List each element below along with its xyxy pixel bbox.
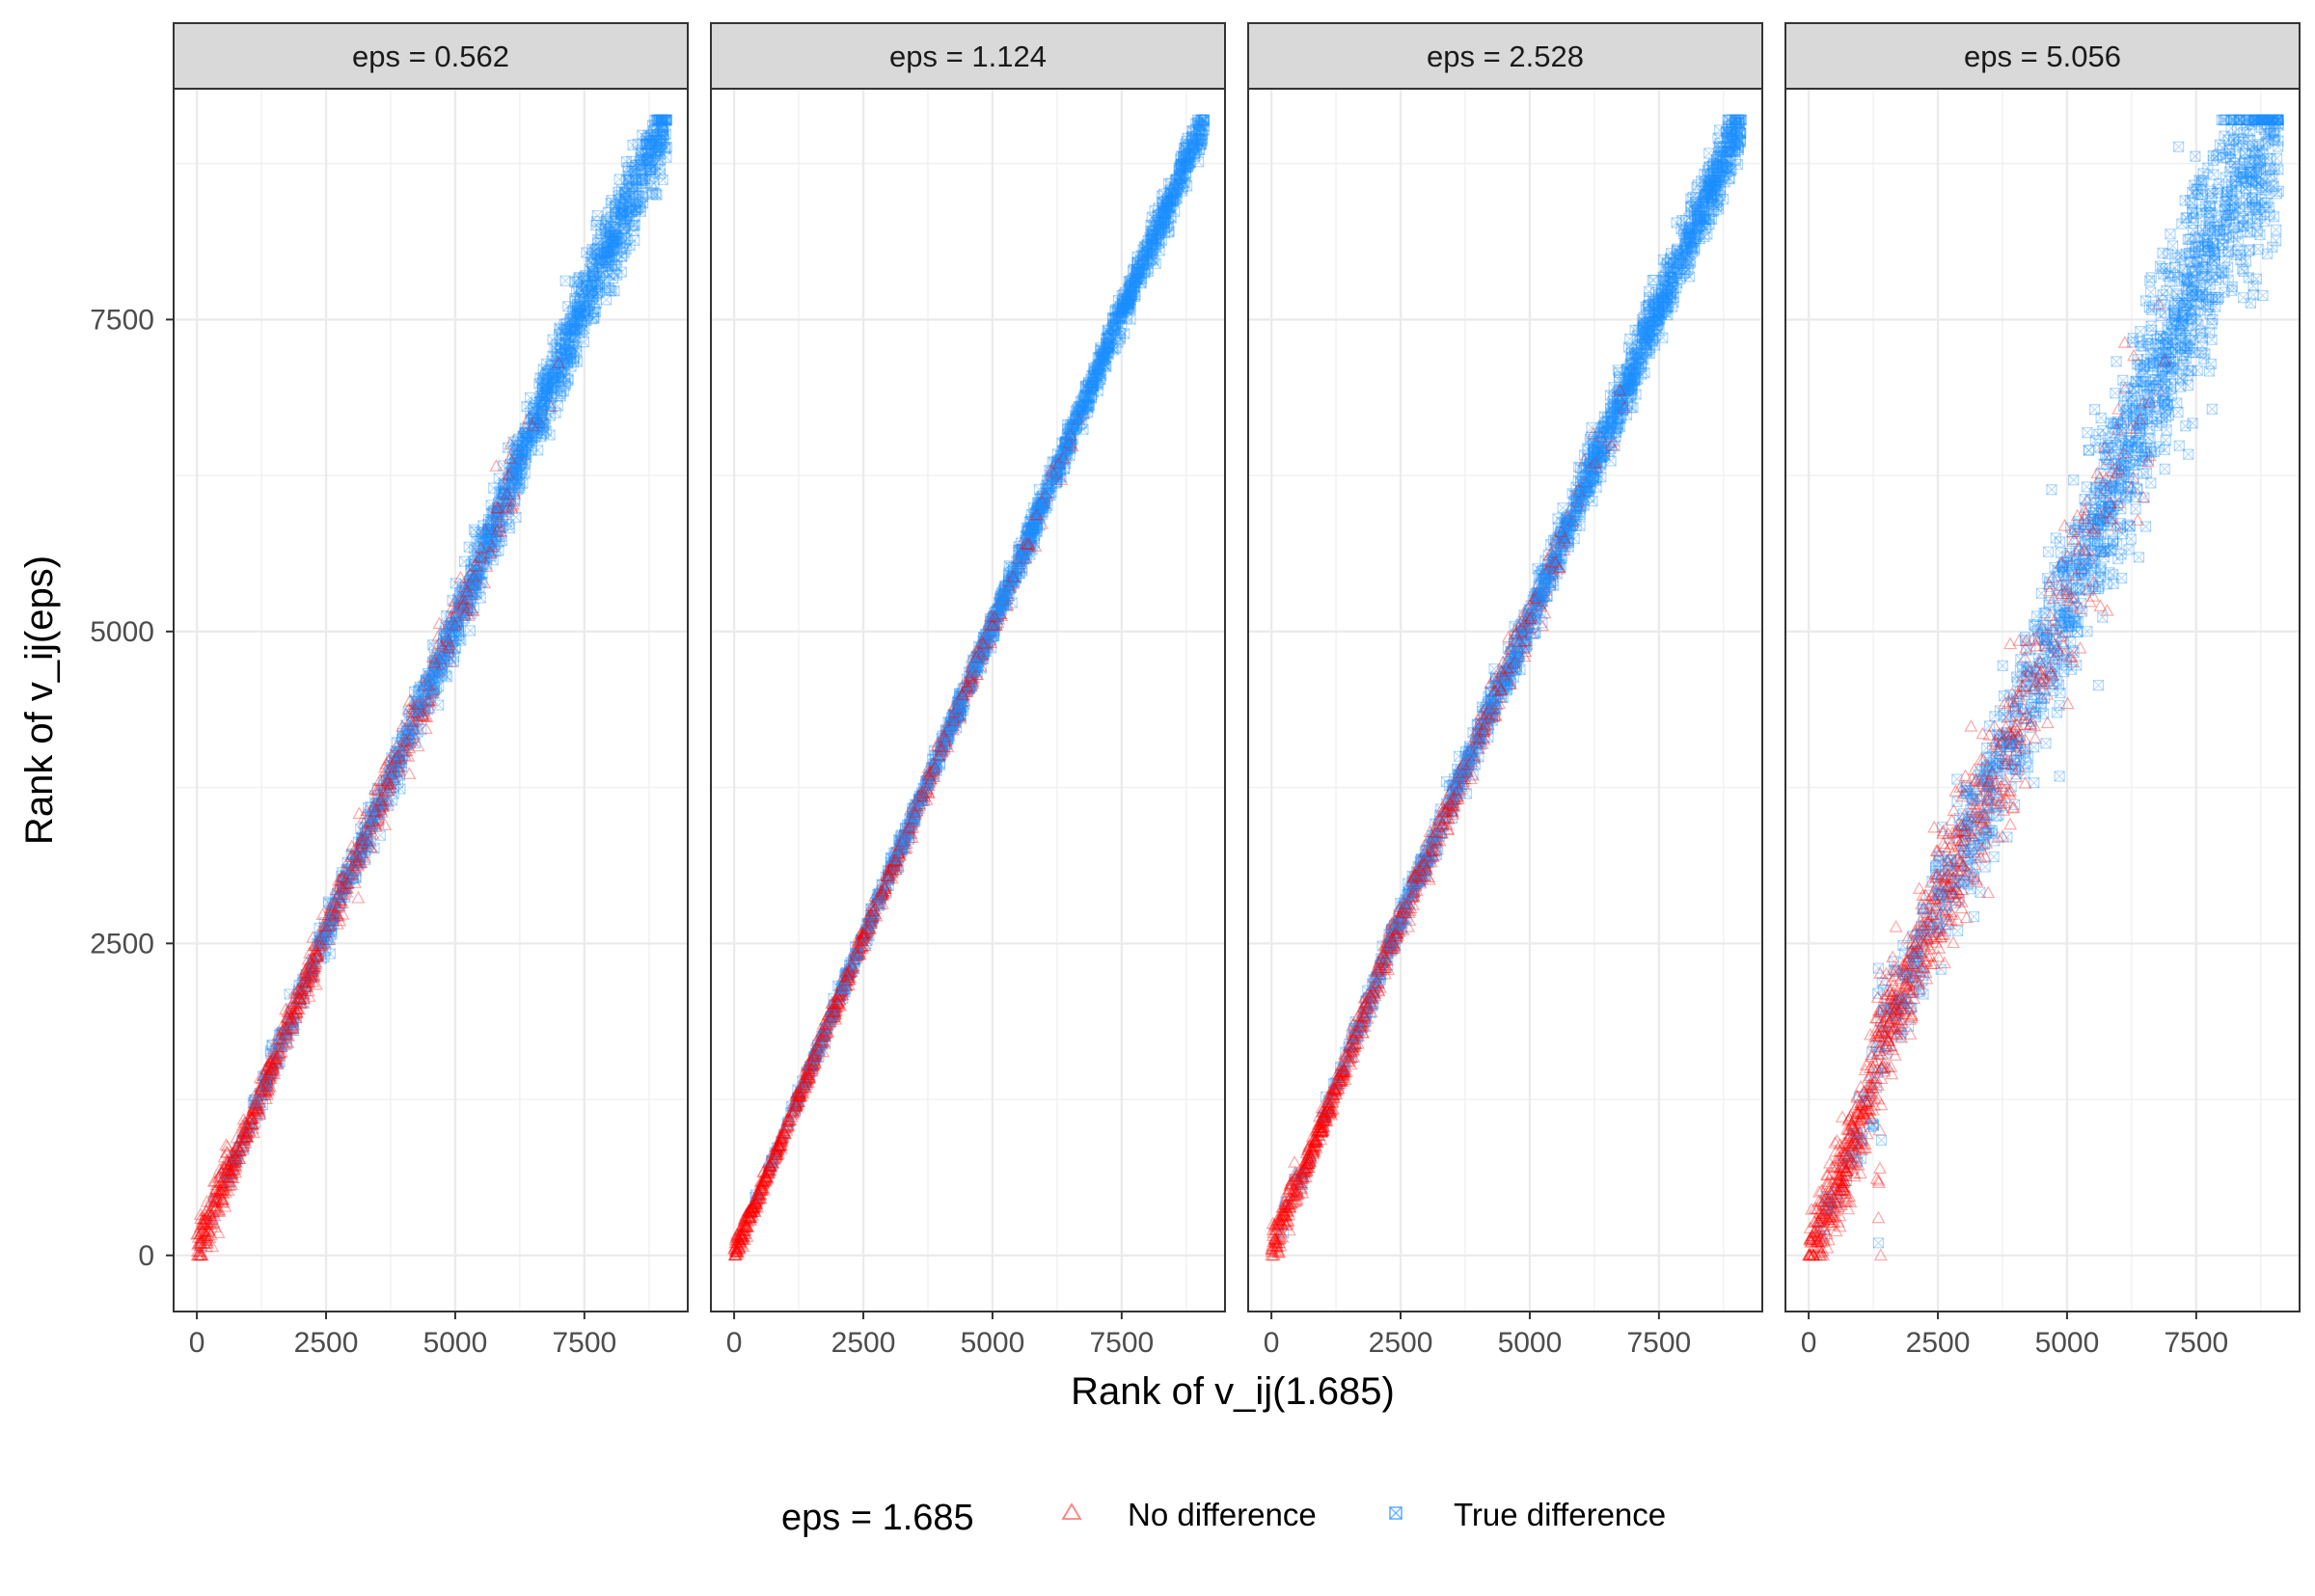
strip-label-0: eps = 0.562: [352, 40, 509, 73]
facet-panel-0: eps = 0.562: [174, 23, 688, 1312]
